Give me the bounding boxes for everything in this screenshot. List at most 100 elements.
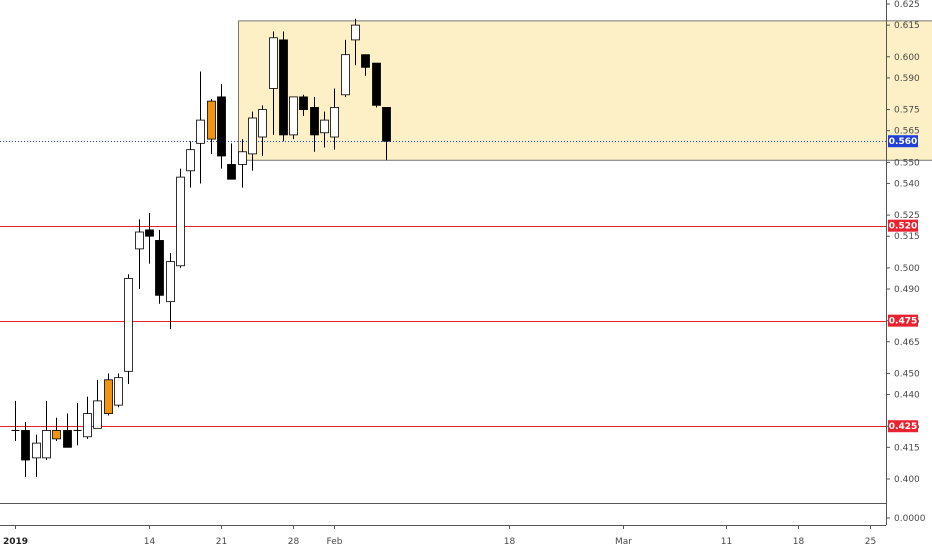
price-tick-label: 0.465 — [894, 338, 920, 348]
level-lines-layer — [0, 141, 886, 427]
candle[interactable] — [269, 31, 278, 135]
candle[interactable] — [32, 434, 41, 477]
candle[interactable] — [361, 54, 370, 76]
price-tick-label: 0.600 — [894, 53, 920, 63]
candle[interactable] — [372, 62, 381, 108]
candle-body — [351, 24, 360, 41]
candle-body — [330, 107, 339, 138]
level-badge-bg — [888, 219, 918, 232]
level-badge-bg — [888, 420, 918, 433]
current-price-badge-label: 0.560 — [889, 137, 917, 147]
candle[interactable] — [279, 31, 288, 142]
candle-body — [186, 149, 195, 172]
candle[interactable] — [382, 107, 391, 161]
candle-body — [166, 261, 175, 303]
candle-body — [196, 119, 205, 144]
date-tick-label: 14 — [144, 537, 156, 547]
price-tick-label: 0.625 — [894, 0, 920, 10]
price-tick-label: 0.450 — [894, 369, 920, 379]
candle[interactable] — [310, 96, 319, 152]
level-badge-bg — [888, 314, 918, 327]
candle[interactable] — [227, 143, 236, 180]
candle[interactable] — [21, 422, 30, 477]
current-price-badge: 0.560 — [888, 135, 918, 148]
date-tick-label: 25 — [865, 537, 876, 547]
candle-body — [42, 430, 51, 459]
volume-tick-label: 0.0000 — [894, 514, 926, 524]
range-box-layer — [238, 20, 932, 161]
candle-body — [279, 39, 288, 136]
candle[interactable] — [124, 274, 133, 384]
candle-body — [217, 96, 226, 157]
price-tick-label: 0.525 — [894, 211, 920, 221]
candle[interactable] — [11, 400, 20, 441]
candle-body — [341, 54, 350, 96]
level-badge: 0.520 — [888, 219, 918, 232]
candle[interactable] — [320, 111, 329, 148]
candle[interactable] — [217, 84, 226, 169]
candle[interactable] — [238, 139, 247, 188]
candle[interactable] — [289, 96, 298, 140]
price-tick-label: 0.550 — [894, 158, 920, 168]
candle-body — [63, 430, 72, 448]
candle[interactable] — [93, 379, 102, 429]
candle[interactable] — [52, 417, 61, 441]
date-tick-label: 18 — [504, 537, 516, 547]
price-tick-label: 0.575 — [894, 106, 920, 116]
level-badge: 0.475 — [888, 314, 918, 327]
candle-body — [269, 37, 278, 89]
price-tick-label: 0.440 — [894, 391, 920, 401]
candle[interactable] — [114, 373, 123, 408]
price-tick-label: 0.615 — [894, 21, 920, 31]
date-tick-label: 11 — [721, 537, 732, 547]
candle[interactable] — [341, 39, 350, 97]
candles-layer — [11, 18, 391, 477]
candle[interactable] — [299, 94, 308, 116]
price-tick-label: 0.500 — [894, 264, 920, 274]
price-tick-label: 0.415 — [894, 443, 920, 453]
candle[interactable] — [155, 229, 164, 304]
price-tick-label: 0.490 — [894, 285, 920, 295]
candle[interactable] — [186, 141, 195, 188]
candle-body — [93, 400, 102, 429]
price-tick-label: 0.540 — [894, 179, 920, 189]
candle-body — [248, 117, 257, 155]
candle-body — [310, 107, 319, 136]
date-tick-label: 18 — [793, 537, 805, 547]
current-price-badge-bg — [888, 135, 918, 148]
candle-body — [104, 379, 113, 414]
price-tick-label: 0.515 — [894, 232, 920, 242]
candle[interactable] — [42, 400, 51, 460]
candle-body — [145, 229, 154, 237]
candle[interactable] — [135, 219, 144, 289]
candle-body — [207, 100, 216, 140]
candle-body — [227, 164, 236, 180]
candle[interactable] — [351, 18, 360, 66]
candle[interactable] — [330, 88, 339, 150]
candle-body — [258, 109, 267, 138]
candle[interactable] — [83, 396, 92, 439]
candle-body — [21, 430, 30, 461]
candle-body — [52, 430, 61, 440]
candle[interactable] — [176, 168, 185, 268]
candle[interactable] — [145, 213, 154, 264]
candle[interactable] — [104, 373, 113, 416]
candle-body — [361, 54, 370, 68]
candle[interactable] — [207, 99, 216, 154]
candle[interactable] — [73, 403, 82, 446]
candle[interactable] — [196, 71, 205, 184]
candle-body — [32, 442, 41, 459]
date-tick-label: 21 — [216, 537, 227, 547]
candle[interactable] — [258, 105, 267, 156]
candle[interactable] — [166, 253, 175, 330]
candle[interactable] — [63, 413, 72, 448]
level-badge: 0.425 — [888, 420, 918, 433]
candle[interactable] — [248, 111, 257, 171]
candle-body — [299, 96, 308, 110]
price-tick-label: 0.590 — [894, 74, 920, 84]
date-tick-label: 2019 — [3, 537, 28, 547]
candle-body — [114, 377, 123, 406]
